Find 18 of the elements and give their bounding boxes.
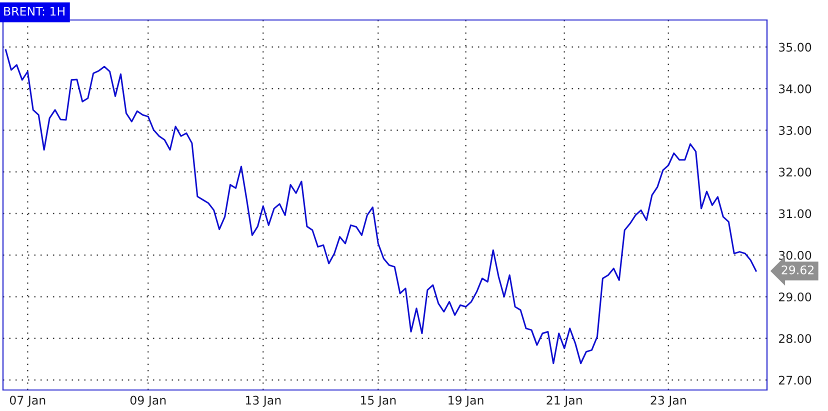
y-tick-label: 29.00 xyxy=(778,292,812,302)
x-tick-label: 19 Jan xyxy=(448,396,484,407)
x-tick-label: 23 Jan xyxy=(650,396,686,407)
x-tick-label: 07 Jan xyxy=(10,396,46,407)
x-tick-label: 13 Jan xyxy=(246,396,281,407)
y-tick-label: 27.00 xyxy=(778,376,812,385)
chart-title: BRENT: 1H xyxy=(4,6,64,16)
y-tick-label: 32.00 xyxy=(779,168,812,177)
y-tick-label: 31.00 xyxy=(779,209,812,218)
x-tick-label: 21 Jan xyxy=(546,396,582,407)
x-tick-label: 15 Jan xyxy=(360,396,396,407)
y-tick-label: 28.00 xyxy=(778,334,812,344)
y-tick-label: 30.00 xyxy=(779,250,812,260)
y-tick-label: 34.00 xyxy=(779,84,812,94)
y-tick-label: 33.00 xyxy=(779,126,812,135)
x-tick-label: 09 Jan xyxy=(130,396,166,407)
y-tick-label: 35.00 xyxy=(779,42,812,52)
text: 29.62 xyxy=(782,265,814,274)
